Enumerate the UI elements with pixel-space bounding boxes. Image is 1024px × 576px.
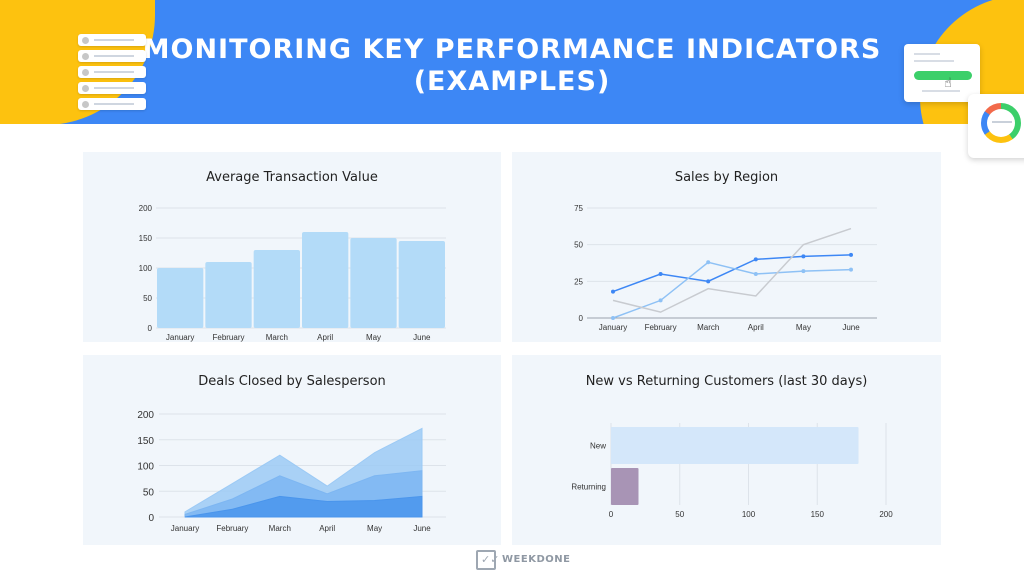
x-tick-label: May: [366, 333, 381, 342]
data-point: [801, 269, 806, 274]
page-title: MONITORING KEY PERFORMANCE INDICATORS (E…: [0, 34, 1024, 98]
bar: [302, 232, 349, 328]
x-tick-label: January: [166, 333, 194, 342]
x-tick-label: March: [266, 333, 288, 342]
series-line: [612, 227, 852, 313]
x-tick-label: March: [697, 323, 719, 332]
data-point: [849, 267, 853, 272]
y-tick-label: 200: [139, 204, 153, 213]
data-point: [706, 279, 711, 284]
deals-closed-area-chart: 0 50 100 150 200 January February March April May…: [137, 410, 446, 533]
bar: [398, 241, 445, 328]
data-point: [801, 254, 806, 259]
y-tick-label: 25: [574, 277, 583, 286]
donut-chart-illustration-icon: [968, 94, 1024, 158]
y-tick-label: 150: [137, 436, 154, 447]
y-tick-label: 100: [137, 462, 154, 473]
x-tick-label: May: [796, 323, 811, 332]
bar: [611, 427, 859, 464]
x-tick-label: March: [269, 524, 291, 533]
x-tick-label: 100: [742, 510, 756, 519]
x-tick-label: 200: [879, 510, 893, 519]
x-tick-label: April: [319, 524, 335, 533]
hand-cursor-icon: ☝: [944, 76, 952, 91]
list-illustration-icon: [78, 34, 146, 114]
chart-title: Average Transaction Value: [206, 170, 378, 185]
data-point: [753, 272, 758, 276]
x-tick-label: April: [748, 323, 764, 332]
x-tick-label: June: [413, 333, 431, 342]
chart-title: New vs Returning Customers (last 30 days…: [585, 374, 868, 389]
chart-title: Sales by Region: [674, 170, 779, 185]
header-banner: MONITORING KEY PERFORMANCE INDICATORS (E…: [0, 0, 1024, 124]
x-tick-label: 50: [675, 510, 684, 519]
data-point: [611, 316, 615, 320]
y-tick-label: 50: [574, 241, 583, 250]
y-tick-label: Returning: [571, 483, 606, 492]
bar: [350, 238, 397, 328]
data-point: [706, 260, 711, 265]
chart-panel-avg-transaction: Average Transaction Value 0 50 100 150 200 Ja…: [83, 152, 501, 342]
x-tick-label: April: [317, 333, 333, 342]
page-title-line2: (EXAMPLES): [413, 66, 611, 97]
x-tick-label: June: [842, 323, 860, 332]
data-point: [753, 257, 758, 262]
bar: [205, 262, 252, 328]
y-tick-label: 0: [579, 314, 584, 323]
series-line: [612, 261, 852, 319]
data-point: [611, 289, 615, 294]
chart-panel-sales-by-region: Sales by Region 0 25 50 75 January February Ma…: [512, 152, 941, 342]
new-vs-returning-hbar-chart: 0 50 100 150 200 New Returning: [571, 423, 893, 519]
x-tick-label: January: [171, 524, 199, 533]
bar: [157, 268, 204, 328]
chart-panel-new-vs-returning: New vs Returning Customers (last 30 days…: [512, 355, 941, 545]
data-point: [849, 252, 853, 257]
series-area: [184, 495, 423, 518]
data-point: [658, 272, 663, 276]
footer-brand-text: WEEKDONE: [502, 554, 571, 565]
y-tick-label: 150: [139, 234, 153, 243]
x-tick-label: 0: [609, 510, 614, 519]
chart-title: Deals Closed by Salesperson: [198, 374, 386, 389]
y-tick-label: 200: [137, 410, 154, 421]
x-tick-label: 150: [811, 510, 825, 519]
x-tick-label: June: [413, 524, 431, 533]
page-title-line1: MONITORING KEY PERFORMANCE INDICATORS: [142, 34, 882, 65]
chart-panel-deals-closed: Deals Closed by Salesperson 0 50 100 150 200…: [83, 355, 501, 545]
weekdone-logo-icon: ✓✓: [476, 550, 499, 570]
x-tick-label: January: [599, 323, 627, 332]
y-tick-label: New: [590, 442, 606, 451]
button-card-illustration-icon: ☝: [904, 44, 980, 102]
bar: [253, 250, 300, 328]
y-tick-label: 0: [148, 324, 153, 333]
bar: [611, 468, 639, 505]
series-line: [612, 254, 852, 293]
avg-transaction-bar-chart: 0 50 100 150 200 January February March April May…: [139, 204, 446, 342]
x-tick-label: February: [212, 333, 244, 342]
y-tick-label: 0: [148, 513, 154, 524]
y-tick-label: 100: [139, 264, 153, 273]
data-point: [658, 298, 663, 303]
x-tick-label: May: [367, 524, 382, 533]
sales-by-region-line-chart: 0 25 50 75 January February March April May June: [574, 204, 877, 332]
x-tick-label: February: [216, 524, 248, 533]
y-tick-label: 50: [143, 294, 152, 303]
y-tick-label: 75: [574, 204, 583, 213]
y-tick-label: 50: [143, 487, 155, 498]
x-tick-label: February: [645, 323, 677, 332]
